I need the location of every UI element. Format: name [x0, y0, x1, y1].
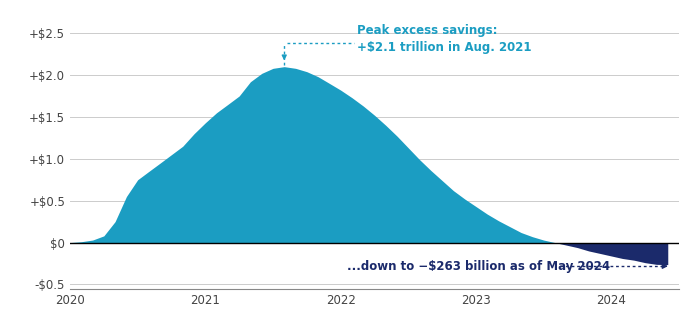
- Text: Peak excess savings:
+$2.1 trillion in Aug. 2021: Peak excess savings: +$2.1 trillion in A…: [357, 24, 531, 54]
- Text: ...down to −$263 billion as of May 2024: ...down to −$263 billion as of May 2024: [347, 260, 610, 273]
